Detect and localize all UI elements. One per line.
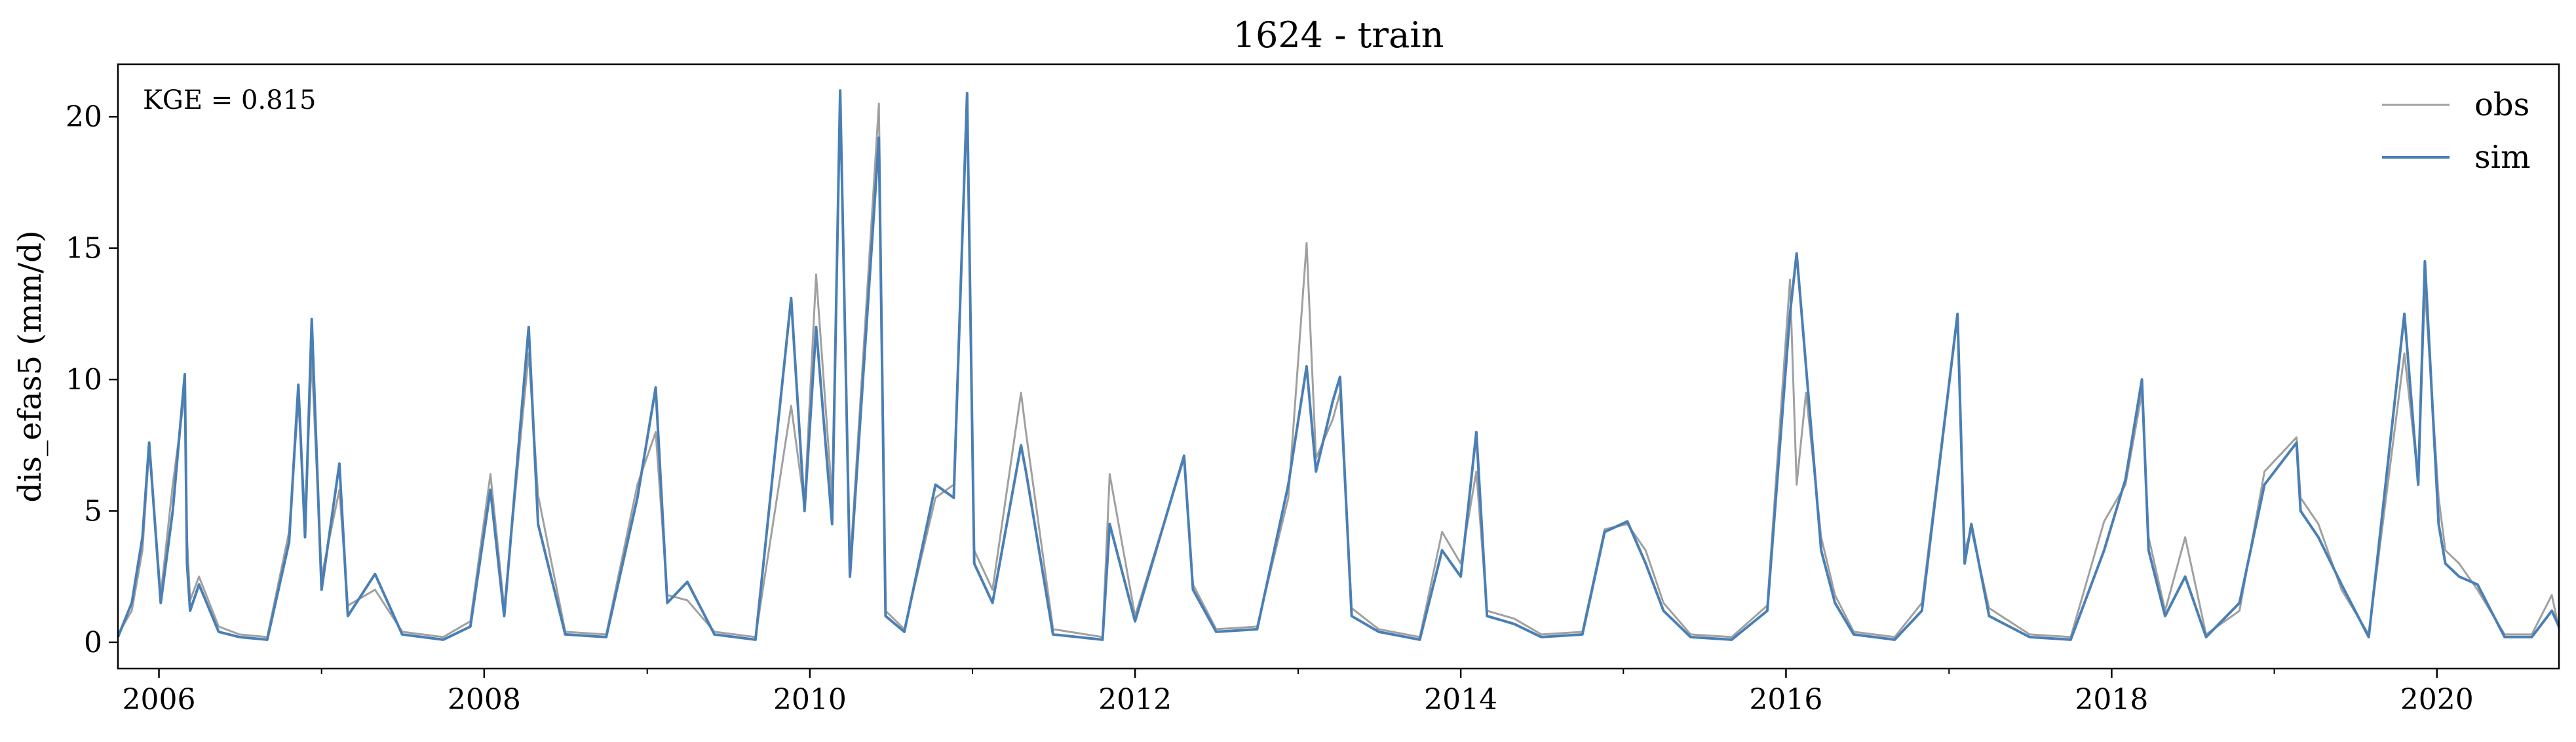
x-tick-label: 2008 bbox=[448, 683, 521, 716]
x-tick-label: 2012 bbox=[1098, 683, 1172, 716]
legend-obs-label: obs bbox=[2474, 87, 2529, 123]
plot-area-frame bbox=[117, 63, 2560, 670]
y-axis-label: dis_efas5 (mm/d) bbox=[12, 230, 48, 502]
y-tick-label: 10 bbox=[66, 363, 102, 397]
x-tick-label: 2014 bbox=[1424, 683, 1497, 716]
kge-annotation: KGE = 0.815 bbox=[143, 85, 317, 115]
series-line-sim bbox=[117, 89, 2560, 641]
y-tick-label: 20 bbox=[66, 100, 102, 134]
chart-title: 1624 - train bbox=[1233, 14, 1444, 56]
y-axis: 0 5 10 15 20 bbox=[66, 100, 118, 659]
series-line-obs bbox=[117, 94, 2560, 638]
y-tick-label: 15 bbox=[66, 232, 102, 265]
obs-series bbox=[117, 94, 2560, 638]
y-tick-label: 5 bbox=[84, 494, 102, 528]
x-tick-label: 2006 bbox=[123, 683, 196, 716]
x-axis: 2006 2008 2010 2012 2014 2016 2018 2020 bbox=[123, 669, 2474, 716]
x-tick-label: 2020 bbox=[2400, 683, 2474, 716]
x-tick-label: 2016 bbox=[1749, 683, 1822, 716]
x-tick-label: 2018 bbox=[2075, 683, 2148, 716]
legend-sim-label: sim bbox=[2474, 139, 2531, 176]
x-tick-label: 2010 bbox=[773, 683, 847, 716]
sim-series bbox=[117, 89, 2560, 641]
y-tick-label: 0 bbox=[84, 626, 102, 659]
legend: obs sim bbox=[2382, 87, 2531, 176]
